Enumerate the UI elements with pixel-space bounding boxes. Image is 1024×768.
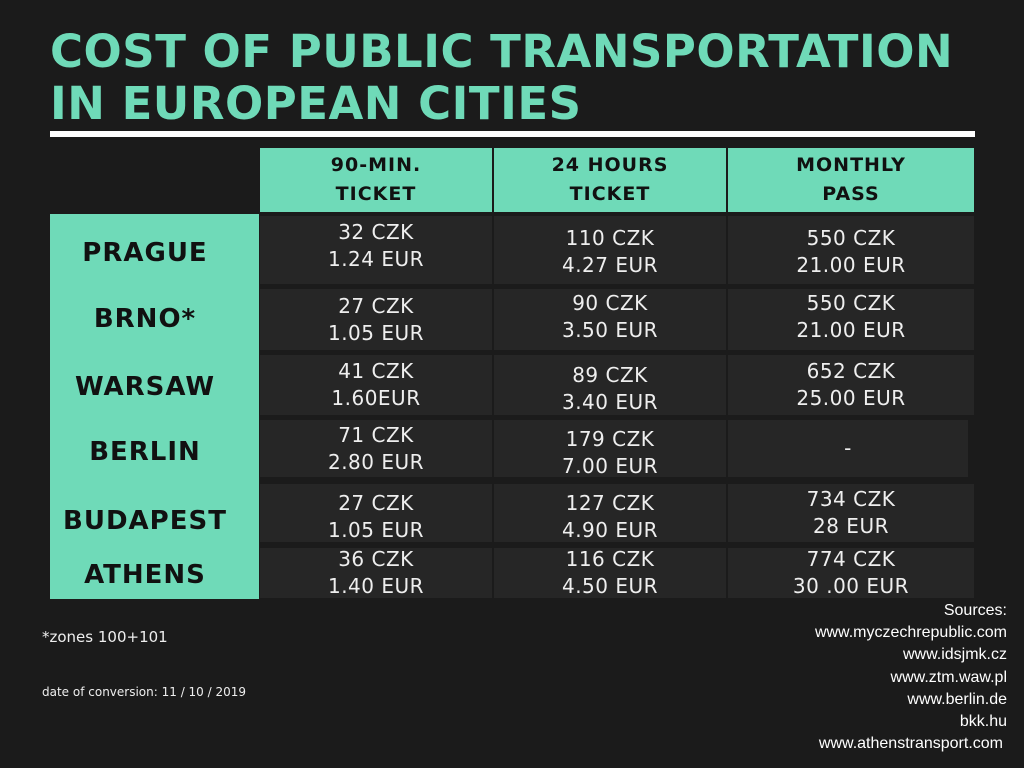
city-label-prague: PRAGUE: [82, 238, 208, 268]
price-eur: 1.60EUR: [331, 386, 421, 410]
source-link: www.ztm.waw.pl: [890, 668, 1007, 686]
city-label-brno: BRNO*: [93, 304, 197, 334]
price-cell: 127 CZK 4.90 EUR: [494, 484, 726, 542]
source-link: www.berlin.de: [907, 690, 1007, 708]
price-czk: 734 CZK: [806, 487, 896, 511]
source-link: www.myczechrepublic.com: [814, 624, 1007, 642]
conversion-date: date of conversion: 11 / 10 / 2019: [42, 685, 247, 699]
price-czk: 652 CZK: [806, 359, 896, 383]
footnote-zones: *zones 100+101: [42, 628, 168, 646]
price-czk: 89 CZK: [572, 363, 648, 387]
page-title: COST OF PUBLIC TRANSPORTATION IN EUROPEA…: [50, 25, 954, 130]
price-eur: 4.27 EUR: [561, 253, 659, 277]
price-cell: -: [728, 420, 968, 477]
price-czk: 774 CZK: [806, 547, 896, 571]
price-eur: 1.24 EUR: [327, 247, 425, 271]
price-czk: 27 CZK: [338, 491, 414, 515]
price-czk: 71 CZK: [338, 422, 414, 447]
price-eur: 1.40 EUR: [327, 574, 425, 598]
column-header-line2: PASS: [822, 183, 880, 205]
source-link: www.idsjmk.cz: [902, 646, 1007, 664]
source-link: bkk.hu: [959, 713, 1007, 731]
price-eur: 21.00 EUR: [796, 253, 906, 277]
price-eur: 28 EUR: [813, 514, 889, 538]
price-eur: 21.00 EUR: [796, 317, 906, 342]
price-eur: 30 .00 EUR: [792, 574, 910, 598]
price-eur: 1.05 EUR: [327, 320, 425, 345]
city-column-band: [50, 214, 259, 599]
price-eur: 4.90 EUR: [561, 518, 659, 542]
column-header-line2: TICKET: [569, 183, 651, 205]
price-eur: 4.50 EUR: [561, 574, 659, 598]
column-header-90-min: 90-MIN. TICKET: [260, 148, 492, 212]
price-cell: 550 CZK 21.00 EUR: [728, 289, 974, 350]
column-header-line2: TICKET: [335, 183, 417, 205]
price-czk: 110 CZK: [565, 226, 655, 250]
price-eur: 25.00 EUR: [796, 386, 906, 410]
price-cell: 36 CZK 1.40 EUR: [260, 547, 492, 598]
price-cell: 89 CZK 3.40 EUR: [494, 355, 726, 415]
price-cell: 652 CZK 25.00 EUR: [728, 355, 974, 415]
price-czk: 41 CZK: [338, 359, 414, 383]
column-header-24-hours: 24 HOURS TICKET: [494, 148, 726, 212]
price-cell: 71 CZK 2.80 EUR: [260, 420, 492, 477]
price-czk: 127 CZK: [565, 491, 655, 515]
price-cell: 774 CZK 30 .00 EUR: [728, 547, 974, 598]
price-czk: 550 CZK: [806, 226, 896, 250]
price-cell: 41 CZK 1.60EUR: [260, 355, 492, 415]
city-label-warsaw: WARSAW: [74, 372, 215, 402]
city-label-berlin: BERLIN: [89, 437, 201, 467]
column-header-monthly: MONTHLY PASS: [728, 148, 974, 212]
column-header-line1: MONTHLY: [796, 154, 906, 176]
price-cell: 110 CZK 4.27 EUR: [494, 216, 726, 284]
price-eur: 2.80 EUR: [327, 449, 425, 474]
title-divider: [50, 131, 975, 137]
price-cell: 734 CZK 28 EUR: [728, 484, 974, 542]
sources-label: Sources:: [943, 602, 1007, 619]
city-label-budapest: BUDAPEST: [63, 506, 227, 536]
price-czk: -: [844, 436, 852, 460]
price-cell: 27 CZK 1.05 EUR: [260, 484, 492, 542]
price-czk: 36 CZK: [338, 547, 414, 571]
source-link: www.athenstransport.com: [818, 735, 1003, 753]
price-cell: 90 CZK 3.50 EUR: [494, 289, 726, 350]
price-czk: 90 CZK: [572, 290, 648, 315]
price-eur: 1.05 EUR: [327, 518, 425, 542]
price-cell: 179 CZK 7.00 EUR: [494, 420, 726, 478]
price-eur: 3.50 EUR: [561, 317, 659, 342]
column-header-line1: 90-MIN.: [330, 154, 422, 176]
price-czk: 32 CZK: [338, 220, 414, 244]
city-label-athens: ATHENS: [84, 560, 206, 590]
column-header-line1: 24 HOURS: [551, 154, 669, 176]
price-czk: 550 CZK: [806, 290, 896, 315]
price-eur: 3.40 EUR: [561, 390, 659, 414]
price-cell: 116 CZK 4.50 EUR: [494, 547, 726, 598]
price-czk: 179 CZK: [565, 426, 655, 451]
price-cell: 27 CZK 1.05 EUR: [260, 289, 492, 350]
price-eur: 7.00 EUR: [561, 453, 659, 478]
price-cell: 32 CZK 1.24 EUR: [260, 216, 492, 284]
price-cell: 550 CZK 21.00 EUR: [728, 216, 974, 284]
price-czk: 116 CZK: [565, 547, 655, 571]
price-czk: 27 CZK: [338, 293, 414, 318]
sources-list: Sources: www.myczechrepublic.com www.ids…: [815, 600, 1007, 755]
